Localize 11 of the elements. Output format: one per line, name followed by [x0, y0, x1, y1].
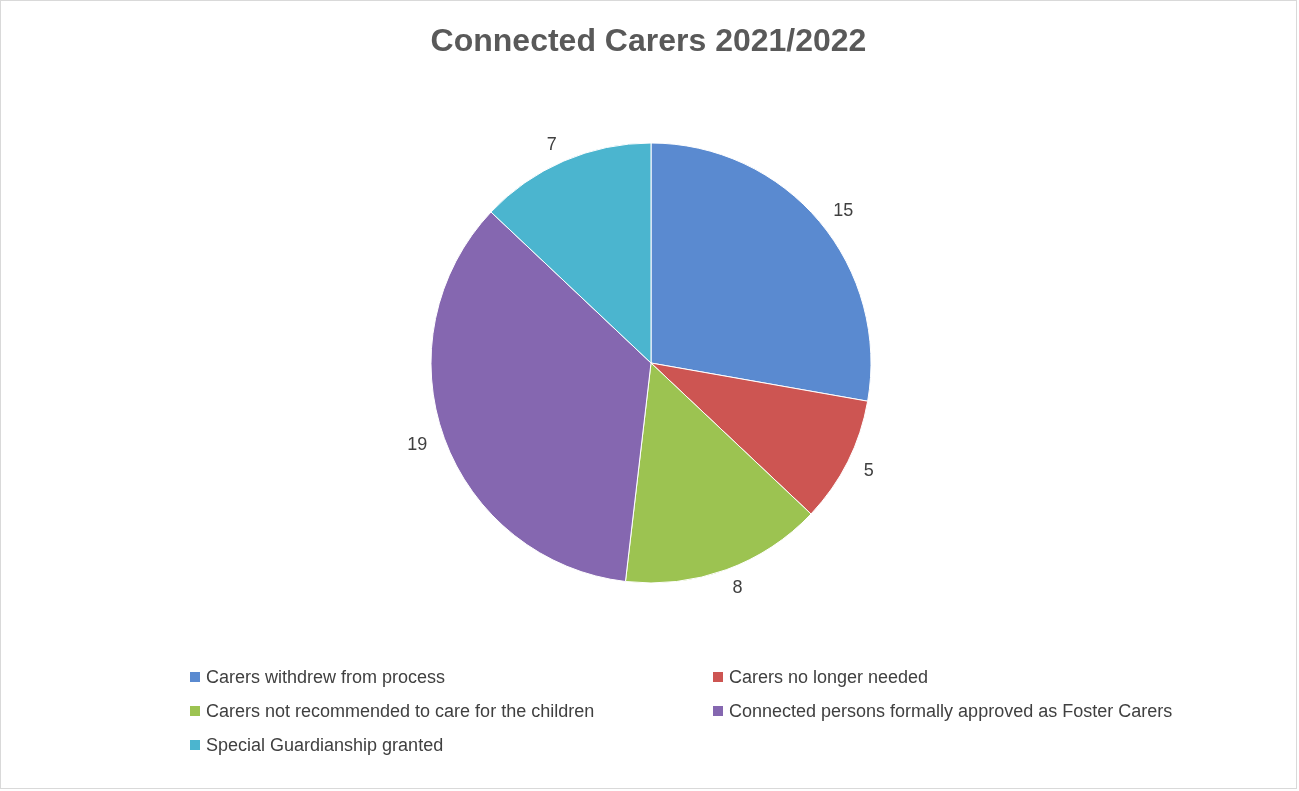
- legend-label: Carers withdrew from process: [206, 667, 446, 687]
- legend-label: Special Guardianship granted: [206, 735, 444, 755]
- data-label: 5: [863, 459, 874, 480]
- data-label: 19: [407, 434, 428, 455]
- data-label: 15: [833, 200, 854, 221]
- data-label: 7: [546, 134, 557, 155]
- legend-label: Carers no longer needed: [729, 667, 929, 687]
- legend-label: Connected persons formally approved as Foster Carers: [729, 701, 1173, 721]
- legend-label: Carers not recommended to care for the children: [206, 701, 595, 721]
- chart-title: Connected Carers 2021/2022: [430, 22, 867, 58]
- data-label: 8: [732, 576, 743, 597]
